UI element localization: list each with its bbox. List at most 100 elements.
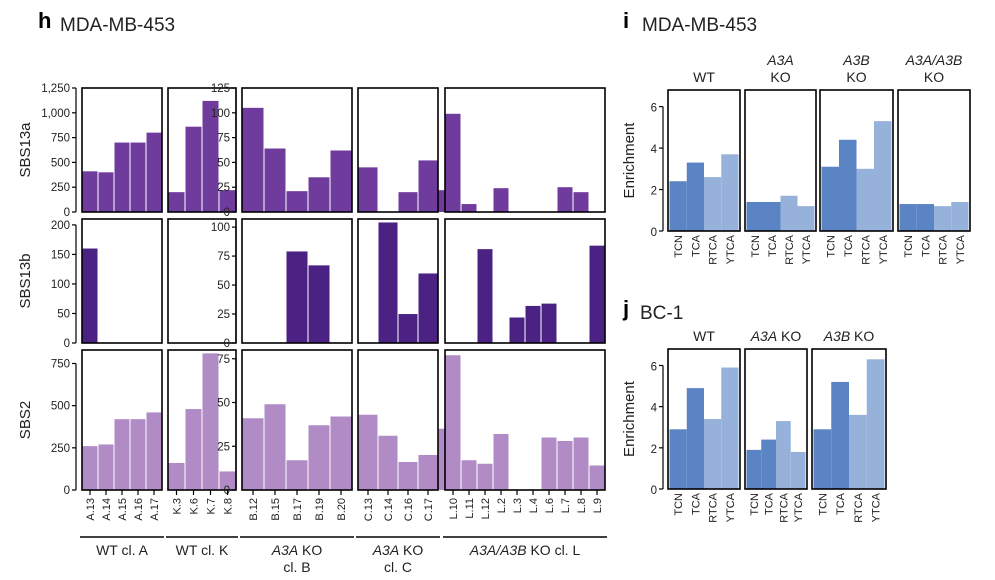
sample-label-K.6: K.6 [189,498,201,515]
y-tick-label: 500 [51,157,70,169]
bar-SBS2-C.16 [398,462,418,490]
sample-label-L.3: L.3 [512,498,524,513]
series-label-j-1: A3A KO [750,328,802,344]
y-tick-label: 50 [57,308,70,320]
bar-SBS13a-A.17 [146,132,162,212]
y-tick-label: 1,000 [41,108,70,120]
panel-letter-i: i [623,8,629,33]
y-tick-label: 750 [51,358,70,370]
bar-SBS2-B.20 [330,416,352,490]
bar-SBS13a-C.13 [358,167,378,212]
bar-j-WT-RTCA [704,419,722,489]
group-label-text: WT cl. A [96,542,149,558]
y-tick-label: 25 [217,182,230,194]
sample-label-L.6: L.6 [544,498,556,513]
panel-letter-j: j [622,296,629,321]
bar-SBS13a-A.14 [98,172,114,212]
bar-SBS13b-A.13 [82,248,98,343]
bar-SBS13b-C.16 [398,314,418,343]
bar-SBS2-K.6 [185,409,202,490]
x-tick-label: RTCA [860,234,872,264]
series-label-j-0: WT [693,328,715,344]
bar-j-WT-TCN [669,429,687,489]
sample-label-K.3: K.3 [172,498,184,515]
x-tick-label: RTCA [853,492,865,522]
series-label-text: WT [693,328,715,344]
bar-i-A3B KO-TCA [839,139,857,231]
y-tick-label: 200 [51,220,70,232]
frame-j-1 [744,348,808,490]
x-tick-label: YTCA [871,492,883,522]
y-tick-label: 6 [651,103,657,115]
y-tick-label: 0 [224,207,230,219]
series-label-text: KO [777,328,801,344]
bar-SBS2-B.12 [242,418,264,490]
bar-j-A3A KO-RTCA [776,421,791,489]
ylabel-SBS13b: SBS13b [17,253,34,308]
bar-SBS2-L.11 [461,460,477,490]
bar-SBS13a-A.13 [82,171,98,212]
frame-i-1 [744,89,817,232]
bar-SBS13a-B.12 [242,107,264,212]
y-tick-label: 2 [651,186,657,198]
bar-SBS13a-L.2 [493,188,509,212]
frame-j-2 [811,348,887,490]
bar-SBS13a-A.16 [130,142,146,212]
bar-SBS13b-B.17 [286,251,308,343]
bar-i-A3A/A3B KO-YTCA [951,201,969,231]
x-tick-label: TCA [767,234,779,257]
y-tick-label: 4 [651,403,658,415]
bar-i-A3B KO-YTCA [874,121,892,231]
bar-SBS2-A.14 [98,444,114,490]
sample-label-L.8: L.8 [576,498,588,513]
bar-j-A3B KO-TCN [813,429,832,489]
panel-h: h MDA-MB-453 SBS13a02505007501,0001,2500… [17,8,607,575]
x-tick-label: YTCA [955,234,967,264]
bar-SBS2-L.7 [557,441,573,490]
frame-i-0 [667,89,741,232]
sample-label-L.4: L.4 [528,498,540,513]
y-tick-label: 25 [217,441,230,453]
bar-SBS2-A.13 [82,446,98,490]
bar-j-WT-YTCA [721,367,739,489]
y-tick-label: 150 [51,249,70,261]
y-tick-label: 250 [51,182,70,194]
x-tick-label: TCN [750,235,762,258]
x-tick-label: RTCA [708,234,720,264]
panel-title-h: MDA-MB-453 [60,15,175,36]
frame-SBS13a-0 [81,87,163,213]
group-label-4: A3A/A3B KO cl. L [469,542,581,558]
bar-SBS13b-C.14 [378,222,398,343]
sample-label-L.2: L.2 [496,498,508,513]
panel-title-j: BC-1 [640,303,683,324]
y-tick-label: 750 [51,133,70,145]
series-label-i-1: KO [770,69,790,85]
bar-SBS13b-B.19 [308,265,330,343]
group-label-italic: A3A [271,542,298,558]
series-label-italic: A3A [750,328,777,344]
bar-i-A3A KO-RTCA [780,195,798,231]
group-label-text: WT cl. K [176,542,229,558]
x-tick-label: TCN [825,235,837,258]
x-tick-label: TCN [749,493,761,516]
x-tick-label: RTCA [778,492,790,522]
bar-SBS2-C.13 [358,414,378,490]
y-tick-label: 1,250 [41,83,70,95]
bar-SBS2-A.16 [130,419,146,490]
bar-i-A3A KO-YTCA [797,206,815,231]
y-tick-label: 6 [651,361,657,373]
bar-i-A3A KO-TCN [746,201,764,231]
y-tick-label: 75 [217,354,230,366]
bar-SBS13a-C.17 [418,160,438,212]
frame-SBS13b-4 [444,218,606,344]
bar-SBS2-L.9 [589,465,605,490]
frame-SBS13a-3 [357,87,439,213]
ylabel-j: Enrichment [621,380,638,457]
series-label-italic: A3B [823,328,850,344]
bar-i-WT-YTCA [721,154,739,231]
y-tick-label: 100 [211,222,230,234]
bar-j-A3B KO-RTCA [849,414,867,489]
bar-SBS13a-A.15 [114,142,130,212]
sample-label-B.17: B.17 [292,498,304,521]
bar-j-A3A KO-YTCA [790,451,806,489]
